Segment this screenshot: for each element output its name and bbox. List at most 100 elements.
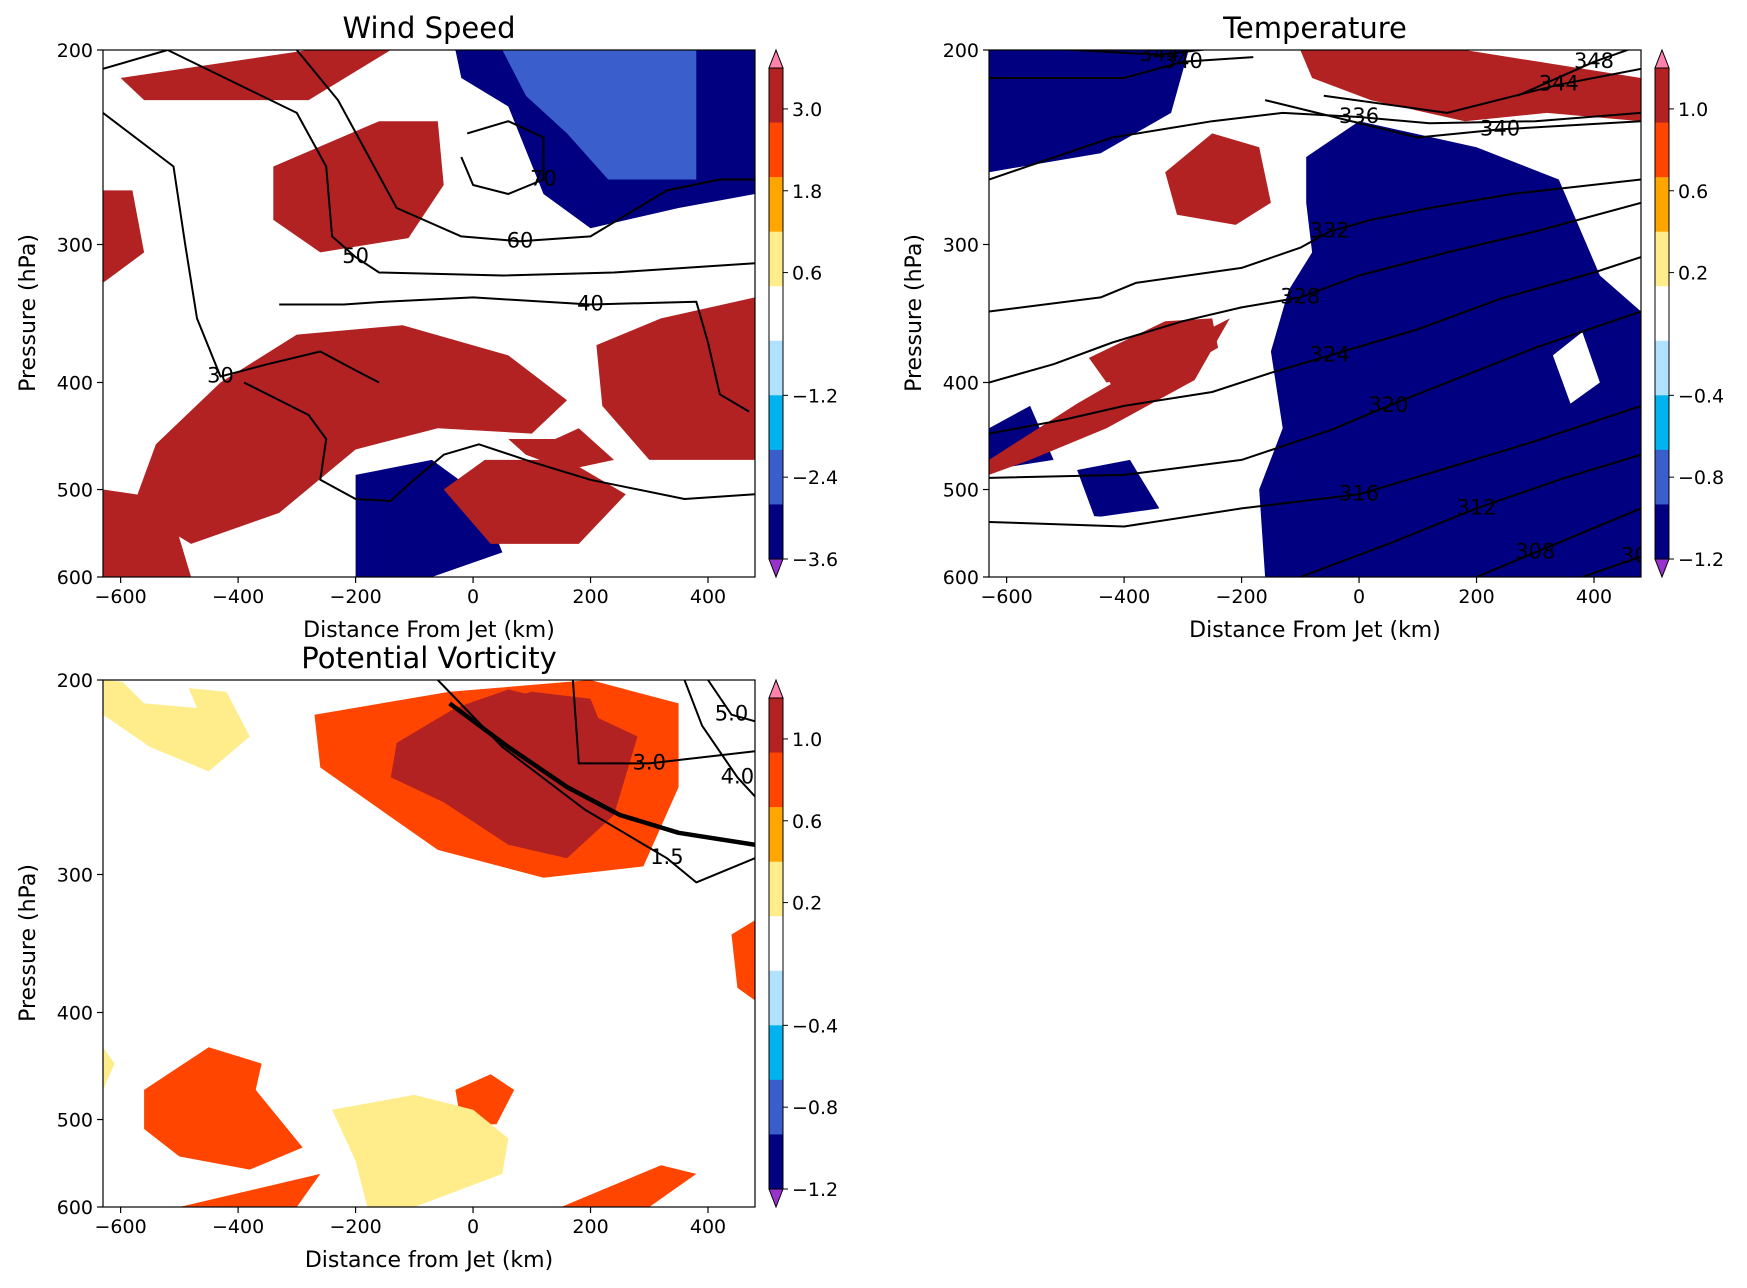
filled-region [273,121,444,253]
colorbar-tick-label: −1.2 [1678,549,1724,571]
fill-layer [103,50,755,577]
filled-region [144,1047,303,1170]
x-tick-label: −600 [981,586,1033,608]
colorbar-band [769,504,783,560]
y-tick-label: 300 [57,235,93,257]
filled-region [989,50,1189,173]
colorbar-extend-bottom [768,1188,784,1209]
filled-region [443,459,626,544]
x-tick-label: 400 [690,586,726,608]
y-tick-label: 300 [57,865,93,887]
y-tick-label: 600 [943,567,979,589]
contour-layer: 1.5 3.0 4.0 5.0 [437,680,755,884]
colorbar-tick-label: 0.2 [1678,263,1708,285]
colorbar-band [1655,231,1669,287]
x-axis: −600 −400 −200 0 200 400 [981,577,1612,608]
filled-region [132,325,567,544]
colorbar-tick-label: 0.6 [1678,181,1708,203]
colorbar-band [769,970,783,1026]
y-tick-label: 300 [943,235,979,257]
colorbar-tick-label: −0.4 [1678,385,1724,407]
contour-line [243,381,755,502]
colorbar-extend-top [1654,48,1670,69]
y-tick-label: 400 [943,372,979,394]
filled-region [1165,133,1271,225]
contour-layer: 30 40 50 60 70 [103,50,755,502]
y-tick-label: 600 [57,1197,93,1219]
y-tick-label: 600 [57,567,93,589]
colorbar-tick-label: −1.2 [792,385,838,407]
contour-line [296,50,755,243]
x-tick-label: 0 [1353,586,1365,608]
colorbar-frame [1654,67,1670,560]
panel-title: Potential Vorticity [301,641,556,675]
colorbar: 1.0 0.6 0.2 −0.4 −0.8 −1.2 [1654,48,1724,579]
contour-line [460,120,545,195]
colorbar-tick-label: 1.8 [792,181,822,203]
y-tick-label: 500 [57,480,93,502]
filled-region [690,459,755,501]
y-tick-label: 500 [57,1110,93,1132]
y-tick-label: 400 [57,372,93,394]
contour-line [989,178,1641,313]
colorbar-tick-label: 0.6 [792,811,822,833]
colorbar-tick-label: −0.8 [1678,467,1724,489]
colorbar-extend-bottom [1654,558,1670,579]
contour-label: 50 [342,244,369,268]
colorbar-band [769,340,783,396]
x-tick-label: 200 [572,1216,608,1238]
contour-label: 3.0 [633,750,666,774]
colorbar-band [769,286,783,342]
x-tick-label: −400 [1098,586,1150,608]
colorbar-band [769,1025,783,1081]
x-tick-label: 400 [1576,586,1612,608]
filled-region [332,1094,509,1207]
colorbar-tick-label: −2.4 [792,467,838,489]
contour-label: 332 [1310,219,1350,243]
x-tick-label: −600 [95,1216,147,1238]
filled-region [1259,121,1641,577]
y-tick-label: 500 [943,480,979,502]
colorbar-tick-label: −3.6 [792,549,838,571]
plot-frame [988,49,1642,578]
contour-line [1299,453,1641,577]
y-axis: 200 300 400 500 600 [943,40,989,589]
x-tick-label: −200 [329,586,381,608]
x-axis-label: Distance From Jet (km) [1189,618,1441,643]
x-axis-label: Distance from Jet (km) [305,1248,553,1273]
colorbar-tick-label: 0.2 [792,893,822,915]
colorbar-extend-bottom [768,558,784,579]
filled-region [103,190,145,283]
contour-label: 70 [530,167,557,191]
filled-region [103,121,268,198]
filled-region [561,1165,697,1207]
contour-label: 344 [1139,42,1179,66]
colorbar-band [769,177,783,233]
contour-line [989,56,1254,79]
colorbar-band [1655,286,1669,342]
colorbar-band [1655,122,1669,178]
colorbar-tick-label: 0.6 [792,263,822,285]
x-axis-label: Distance From Jet (km) [303,618,555,643]
contour-line [707,680,755,723]
contour-line [448,701,755,848]
contour-label: 312 [1456,495,1496,519]
filled-region [179,1173,321,1207]
panel-potential-vorticity: Potential Vorticity 1.5 3.0 4.0 5.0 −600 −40… [16,641,838,1273]
colorbar-band [769,807,783,863]
colorbar-band [769,231,783,287]
colorbar-band [1655,340,1669,396]
filled-region [731,920,755,1001]
colorbar: 3.0 1.8 0.6 −1.2 −2.4 −3.6 [768,48,838,579]
colorbar-band [769,1134,783,1190]
colorbar-tick-label: 1.0 [792,729,822,751]
contour-label: 4.0 [721,764,754,788]
x-tick-label: 0 [467,1216,479,1238]
colorbar-band [769,122,783,178]
contour-line [989,201,1641,384]
x-tick-label: −600 [95,586,147,608]
contour-line [1323,67,1641,114]
contour-line [989,111,1641,181]
